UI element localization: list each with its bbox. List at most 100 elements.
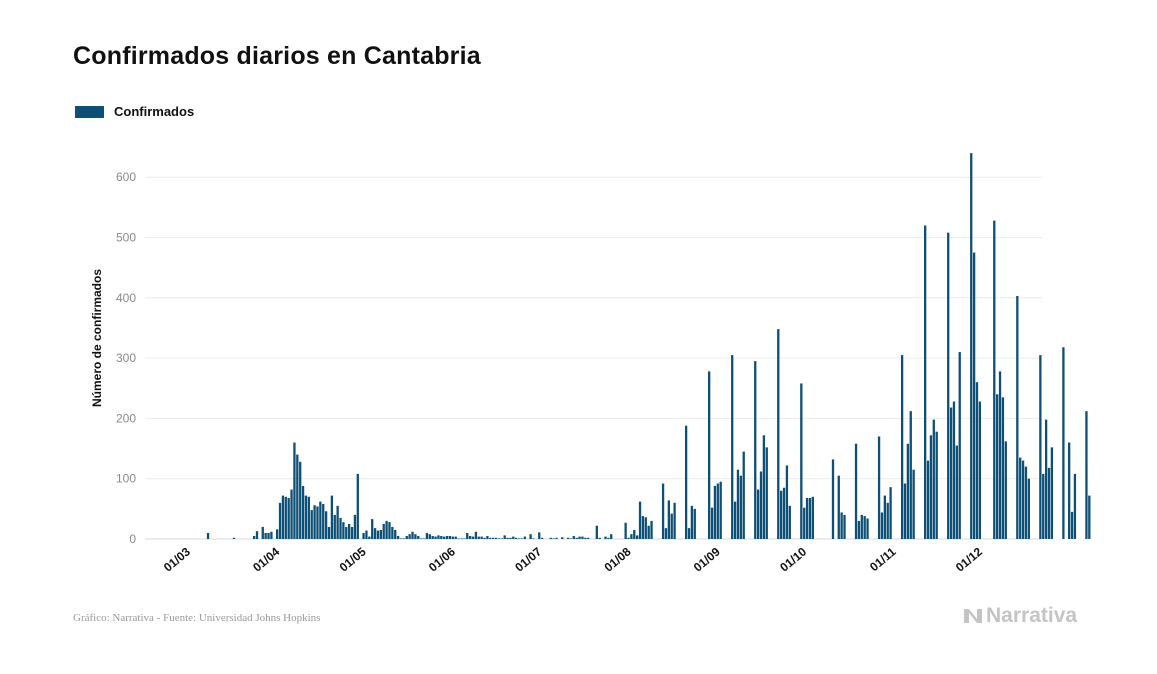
bar <box>1044 419 1048 539</box>
bar <box>523 536 526 539</box>
bar <box>811 496 814 539</box>
bar <box>886 502 889 539</box>
bar <box>1021 460 1025 539</box>
bar <box>252 535 256 539</box>
bar <box>345 526 348 539</box>
bar <box>408 534 411 539</box>
logo-text: Narrativa <box>986 604 1078 627</box>
bar <box>1024 466 1028 539</box>
bar <box>382 523 385 539</box>
bar <box>492 537 495 539</box>
bar <box>782 487 786 539</box>
bar <box>555 537 558 539</box>
bar <box>322 504 325 539</box>
bar <box>411 531 414 539</box>
bar <box>529 534 532 539</box>
bar <box>935 431 938 539</box>
bar <box>532 538 535 539</box>
bar <box>448 535 452 539</box>
bar <box>324 511 328 539</box>
bar <box>664 528 668 539</box>
bar <box>785 465 789 539</box>
y-tick-label: 100 <box>116 472 136 486</box>
bar <box>549 537 552 539</box>
bar <box>336 505 339 539</box>
bar <box>278 502 282 539</box>
bar <box>307 496 310 539</box>
bar <box>414 534 417 539</box>
bar <box>926 460 930 539</box>
bar <box>517 538 521 539</box>
bar <box>466 532 469 539</box>
y-tick-label: 200 <box>116 411 136 425</box>
bar <box>800 383 803 539</box>
bar <box>627 537 630 539</box>
bar <box>710 507 714 539</box>
bar <box>780 490 783 539</box>
bar <box>540 537 544 539</box>
bar <box>506 537 509 539</box>
bar <box>610 534 613 539</box>
bar <box>1085 411 1088 539</box>
x-tick-label: 01/12 <box>953 544 985 574</box>
bar <box>837 475 840 539</box>
bar <box>333 514 336 539</box>
legend: Confirmados <box>75 104 194 119</box>
bar <box>463 538 466 539</box>
bar <box>394 529 397 539</box>
bar <box>996 394 999 539</box>
bar <box>460 538 463 539</box>
bar <box>489 537 492 539</box>
bar <box>719 481 722 539</box>
bar <box>399 538 403 539</box>
bar <box>376 530 380 539</box>
bar <box>471 536 475 539</box>
bar <box>497 538 501 539</box>
bar <box>431 535 434 539</box>
y-tick-label: 400 <box>116 291 136 305</box>
legend-label: Confirmados <box>114 104 195 119</box>
bar <box>906 443 910 539</box>
x-tick-label: 01/10 <box>777 544 809 574</box>
bar <box>520 538 524 539</box>
bar <box>831 459 835 539</box>
bar <box>624 522 627 539</box>
bar <box>575 537 578 539</box>
bar <box>572 535 575 539</box>
bar <box>598 537 601 539</box>
bar <box>362 532 365 539</box>
bar <box>348 523 351 539</box>
bar <box>604 536 607 539</box>
bar <box>759 471 763 539</box>
bar <box>255 531 259 539</box>
bar <box>428 534 431 539</box>
y-tick-label: 0 <box>129 532 136 546</box>
bar <box>670 513 673 539</box>
bar <box>647 525 650 539</box>
bar <box>365 530 368 539</box>
bar <box>451 536 454 539</box>
bar <box>342 522 345 539</box>
bar <box>716 483 719 539</box>
bar <box>860 514 863 539</box>
bar <box>667 500 670 539</box>
bar <box>457 538 460 539</box>
bar <box>687 528 691 539</box>
x-tick-label: 01/04 <box>250 544 282 574</box>
bar <box>483 537 486 539</box>
bar <box>417 535 420 539</box>
bar <box>1039 355 1042 539</box>
bar <box>1070 511 1074 539</box>
bar <box>912 469 915 539</box>
bar <box>1004 441 1007 539</box>
bar <box>708 371 711 539</box>
bar <box>454 536 457 539</box>
bar <box>673 502 676 539</box>
bar <box>402 538 406 539</box>
bar <box>385 520 388 539</box>
bar <box>434 536 437 539</box>
bar <box>970 153 973 539</box>
bar <box>1042 473 1045 539</box>
bar <box>264 532 267 539</box>
bar <box>425 532 429 539</box>
